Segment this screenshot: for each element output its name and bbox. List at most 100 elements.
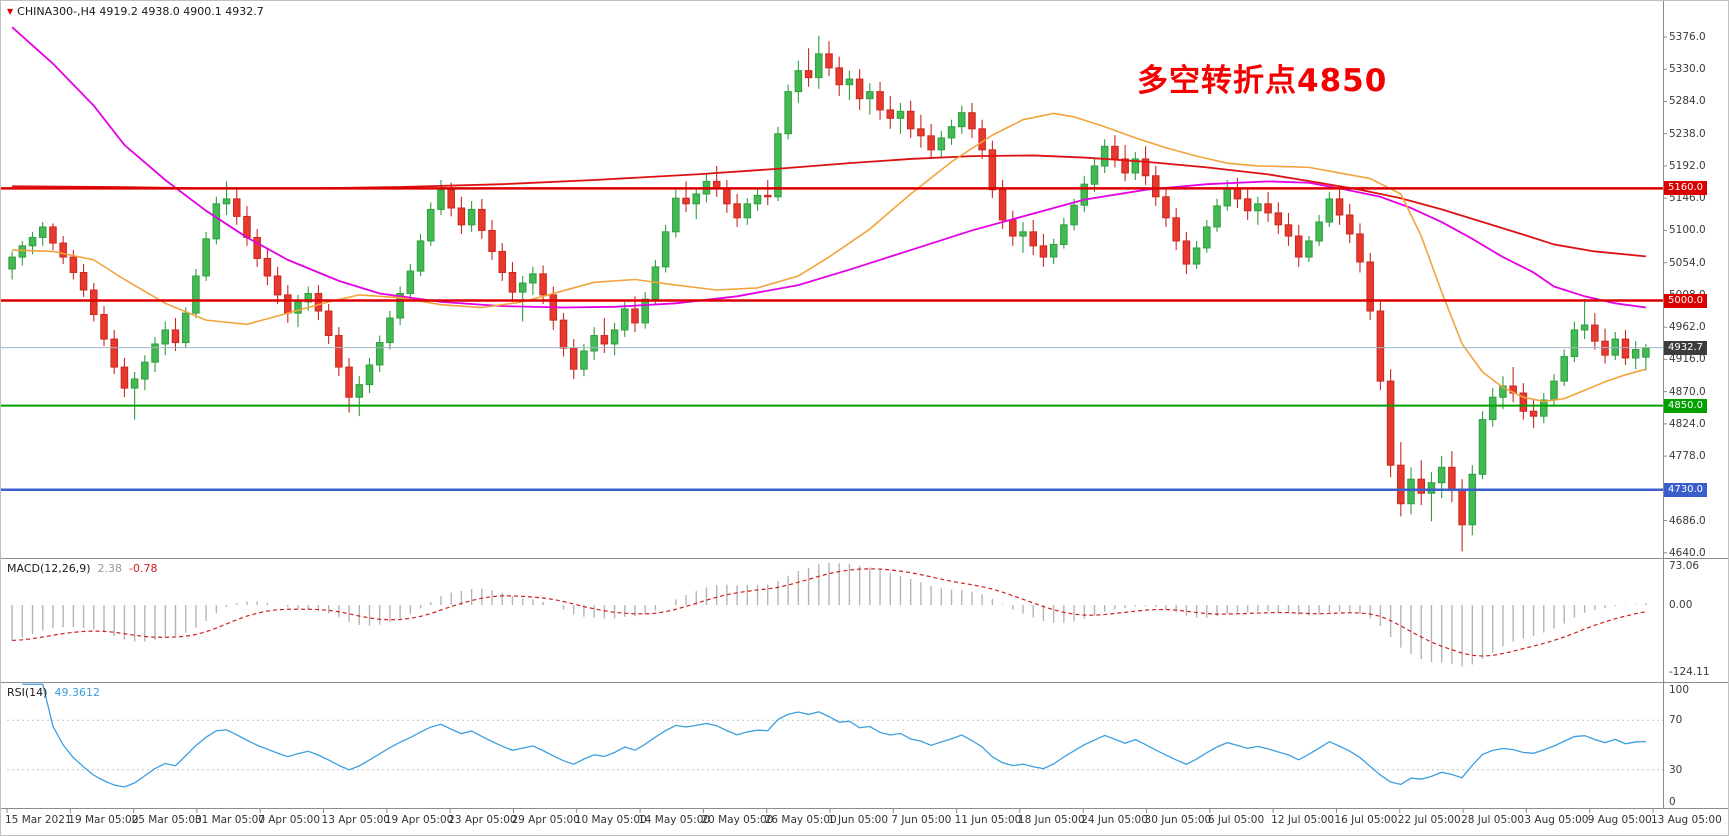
ma-medium-orange (12, 112, 1647, 403)
candle-body-down (263, 257, 272, 277)
candle-body-down (110, 338, 118, 368)
candle-body-up (1407, 478, 1415, 505)
candle-body-down (273, 275, 282, 296)
candle-body-up (304, 293, 312, 303)
macd-indicator-label: MACD(12,26,9) 2.38 -0.78 (7, 562, 158, 575)
candle-body-down (1529, 410, 1538, 417)
candle-body-up (426, 208, 435, 242)
candle-body-up (375, 342, 384, 366)
candle-body-up (1580, 324, 1589, 331)
candle-body-up (1611, 338, 1620, 356)
candle-body-down (682, 197, 690, 205)
candle-body-down (539, 273, 547, 296)
candle-body-up (1192, 247, 1201, 265)
candle-body-up (1499, 385, 1507, 398)
candle-body-up (1315, 221, 1323, 242)
candle-body-down (1029, 231, 1037, 247)
candle-body-up (641, 298, 649, 324)
candle-body-up (1203, 226, 1211, 249)
candle-body-up (355, 384, 364, 398)
candle-body-up (161, 329, 170, 345)
ma-long-red (12, 154, 1646, 258)
candle-body-down (1417, 478, 1426, 494)
macd-signal-value: -0.78 (129, 562, 158, 575)
candle-body-down (569, 347, 578, 370)
candle-body-up (1049, 243, 1058, 258)
ma-slow-magenta (11, 26, 1647, 309)
candle-body-up (437, 189, 445, 210)
annotation-text: 多空转折点4850 (1137, 63, 1388, 99)
candle-body-down (927, 135, 935, 151)
candle-body-down (1335, 198, 1344, 216)
candle-body-up (580, 350, 588, 370)
candle-body-down (968, 112, 976, 130)
candle-body-up (202, 238, 210, 277)
candle-body-up (396, 293, 404, 319)
candle-body-up (294, 301, 302, 314)
candle-body-up (130, 378, 139, 389)
macd-name: MACD(12,26,9) (7, 562, 91, 575)
candle-body-down (1376, 310, 1385, 382)
candle-body-down (1182, 240, 1191, 265)
candle-body-down (335, 335, 343, 368)
candle-body-down (733, 203, 741, 219)
candle-body-down (324, 310, 333, 337)
candle-body-up (386, 317, 394, 344)
candle-body-up (957, 112, 966, 128)
candle-body-down (1591, 324, 1599, 342)
candle-body-down (508, 271, 517, 293)
candle-body-down (1621, 338, 1630, 359)
candle-body-up (1131, 158, 1140, 174)
candle-body-down (1448, 466, 1456, 491)
candle-body-down (1162, 196, 1170, 219)
candle-body-up (1570, 329, 1579, 358)
candle-body-up (774, 133, 782, 198)
candle-body-down (1356, 233, 1364, 263)
candle-body-down (631, 308, 639, 324)
candle-body-down (457, 207, 466, 226)
candle-body-up (815, 53, 823, 79)
candle-body-down (1294, 235, 1303, 258)
candle-body-up (947, 126, 956, 139)
candle-body-down (1386, 380, 1395, 466)
candle-body-up (365, 364, 374, 386)
candle-body-down (49, 226, 57, 244)
candle-body-down (906, 110, 915, 130)
candle-body-down (171, 329, 180, 344)
candle-body-up (38, 226, 47, 238)
candle-body-up (1540, 399, 1548, 417)
candle-body-up (753, 194, 762, 205)
candle-body-down (978, 128, 986, 151)
candle-body-up (28, 236, 37, 247)
symbol-header: ▼ CHINA300-,H4 4919.2 4938.0 4900.1 4932.… (7, 5, 264, 18)
candle-body-down (1172, 217, 1180, 242)
symbol-ohlc-text: CHINA300-,H4 4919.2 4938.0 4900.1 4932.7 (17, 5, 264, 18)
candle-body-up (1090, 165, 1099, 185)
collapse-icon[interactable]: ▼ (7, 7, 14, 16)
candle-body-down (1111, 145, 1119, 160)
candle-body-up (1642, 347, 1650, 358)
candle-body-down (1397, 464, 1405, 505)
candle-body-down (1151, 175, 1160, 198)
candle-body-up (743, 203, 752, 219)
candle-body-up (467, 208, 476, 226)
rsi-indicator-label: RSI(14) 49.3612 (7, 686, 100, 699)
candle-body-down (232, 198, 241, 217)
candle-body-down (600, 335, 609, 345)
candle-body-up (590, 335, 598, 352)
candle-body-down (876, 91, 884, 111)
candle-body-up (416, 240, 425, 272)
candle-body-up (1437, 466, 1446, 484)
candle-body-up (222, 198, 231, 205)
candle-body-up (1100, 145, 1109, 167)
candle-body-down (835, 67, 843, 86)
candle-body-up (212, 203, 221, 240)
candle-body-down (345, 366, 353, 398)
candle-body-down (90, 289, 98, 316)
candle-body-up (18, 245, 27, 258)
candle-body-down (253, 236, 261, 259)
candle-body-down (1233, 187, 1242, 200)
candle-body-down (1264, 203, 1272, 214)
candle-body-down (79, 271, 88, 291)
